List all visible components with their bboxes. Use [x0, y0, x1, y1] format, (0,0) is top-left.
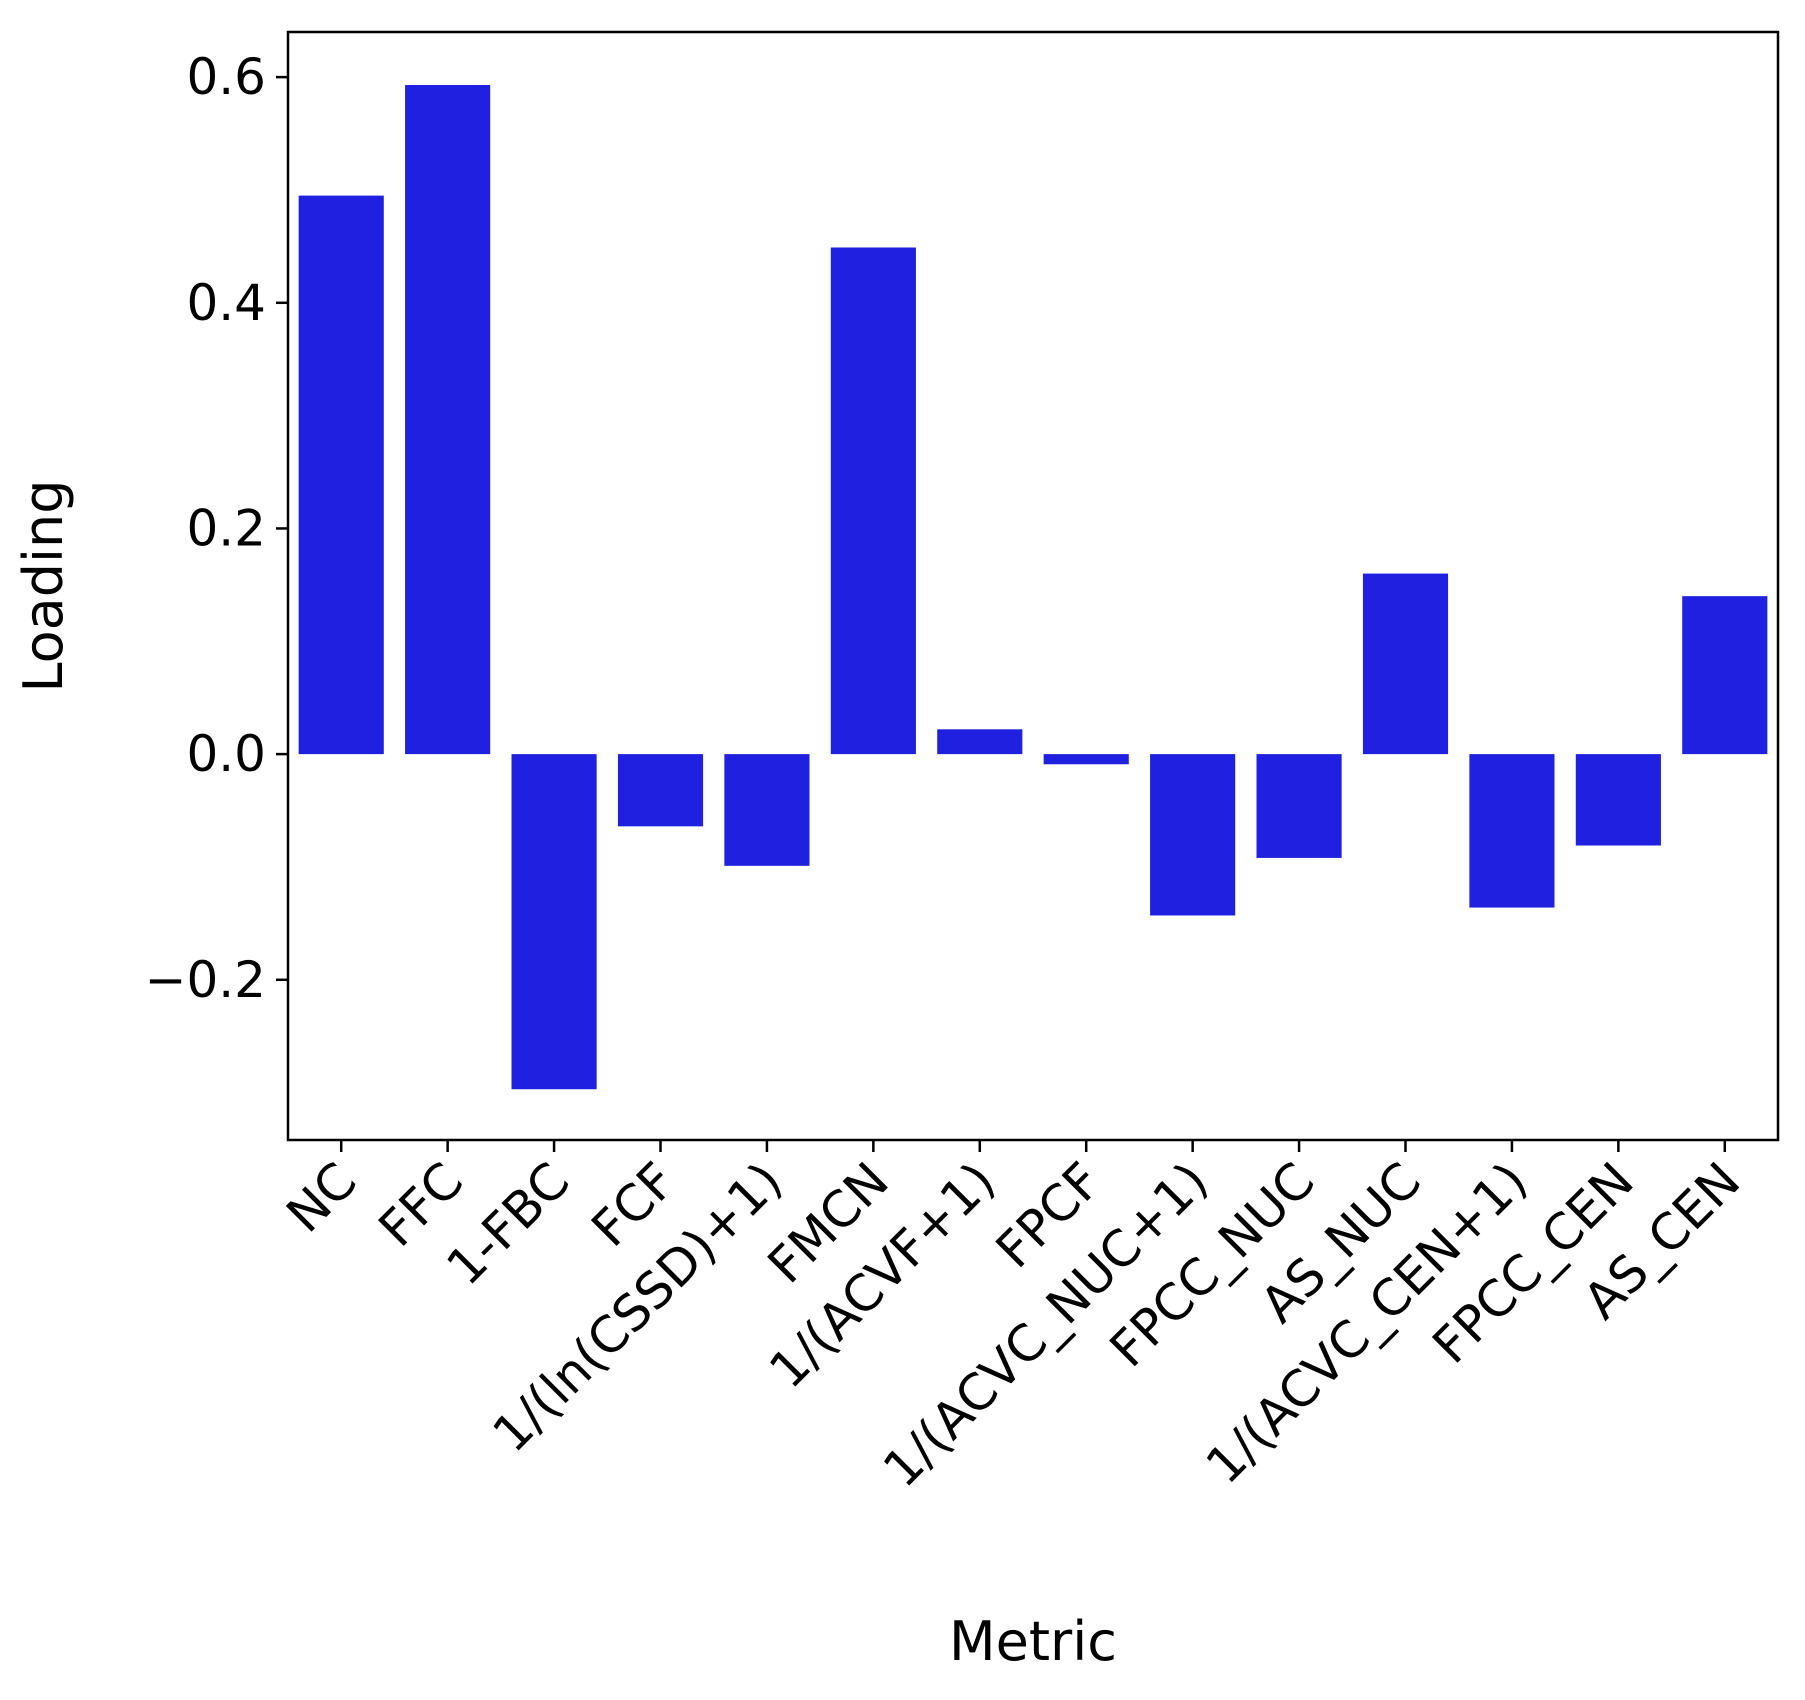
bar-9 [1256, 754, 1342, 858]
x-axis-label: Metric [949, 1610, 1117, 1673]
bar-4 [724, 754, 810, 866]
bar-0 [298, 195, 384, 755]
y-axis-ticks: −0.2 0.0 0.2 0.4 0.6 [145, 48, 288, 1009]
x-tick-label: 1-FBC [436, 1151, 581, 1296]
y-tick-label: 0.4 [186, 274, 266, 332]
bar-6 [937, 729, 1023, 755]
x-tick-label: NC [276, 1151, 368, 1243]
y-axis-label: Loading [12, 479, 75, 692]
bar-2 [511, 754, 597, 1090]
y-tick-label: 0.6 [186, 48, 266, 106]
bar-12 [1575, 754, 1661, 846]
plot-frame [286, 30, 1780, 1142]
bar-7 [1043, 754, 1129, 765]
bar-3 [617, 754, 704, 827]
bar-1 [405, 85, 491, 755]
bar-10 [1362, 573, 1449, 755]
bars-group [298, 85, 1768, 1090]
bar-5 [830, 247, 916, 755]
y-tick-label: 0.0 [186, 725, 266, 783]
bar-11 [1469, 754, 1555, 908]
bar-8 [1150, 754, 1236, 916]
y-tick-label: 0.2 [186, 499, 266, 557]
bar-13 [1682, 596, 1768, 755]
y-tick-label: −0.2 [145, 951, 266, 1009]
